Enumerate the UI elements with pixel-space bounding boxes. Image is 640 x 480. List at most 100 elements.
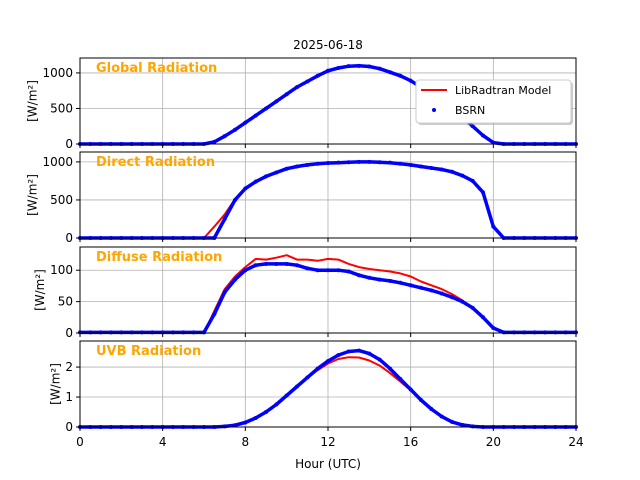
- bsrn-data-point: [450, 169, 454, 174]
- bsrn-data-point: [408, 162, 413, 167]
- bsrn-data-point: [274, 170, 279, 175]
- bsrn-data-point: [553, 330, 558, 335]
- y-tick-label: 50: [58, 295, 73, 309]
- bsrn-data-point: [233, 127, 237, 132]
- bsrn-data-point: [563, 330, 568, 335]
- bsrn-data-point: [398, 280, 403, 285]
- bsrn-data-point: [377, 66, 382, 71]
- bsrn-data-point: [336, 353, 341, 358]
- bsrn-data-point: [264, 174, 268, 179]
- bsrn-data-point: [491, 224, 496, 229]
- bsrn-data-point: [222, 134, 227, 139]
- bsrn-data-point: [419, 398, 423, 403]
- bsrn-data-point: [295, 85, 299, 90]
- bsrn-data-point: [274, 402, 279, 407]
- x-axis-label: Hour (UTC): [295, 457, 361, 471]
- y-axis-label: [W/m²]: [26, 80, 40, 122]
- bsrn-data-point: [284, 393, 289, 398]
- x-tick-label: 20: [486, 435, 501, 449]
- bsrn-data-point: [295, 384, 299, 389]
- bsrn-data-point: [243, 120, 248, 125]
- bsrn-data-point: [253, 263, 258, 268]
- bsrn-data-point: [274, 261, 279, 266]
- bsrn-data-point: [377, 160, 382, 165]
- bsrn-data-point: [522, 330, 527, 335]
- bsrn-data-point: [377, 277, 382, 282]
- bsrn-data-point: [315, 73, 320, 78]
- bsrn-data-point: [367, 275, 372, 280]
- bsrn-data-point: [336, 268, 341, 273]
- bsrn-data-point: [398, 377, 403, 382]
- bsrn-data-point: [408, 78, 413, 83]
- y-tick-label: 2: [65, 360, 73, 374]
- y-tick-label: 0: [65, 231, 73, 245]
- y-axis-label: [W/m²]: [48, 363, 62, 405]
- y-tick-label: 0: [65, 137, 73, 151]
- bsrn-data-point: [439, 167, 444, 172]
- bsrn-data-point: [305, 79, 310, 84]
- bsrn-data-point: [181, 330, 186, 335]
- bsrn-data-point: [501, 330, 506, 335]
- bsrn-data-point: [357, 63, 361, 68]
- y-tick-label: 100: [50, 263, 73, 277]
- bsrn-data-point: [367, 351, 372, 356]
- bsrn-data-point: [264, 106, 268, 111]
- bsrn-data-point: [346, 64, 351, 69]
- bsrn-data-point: [419, 164, 423, 169]
- bsrn-data-point: [119, 330, 124, 335]
- bsrn-data-point: [532, 330, 537, 335]
- bsrn-data-point: [491, 325, 496, 330]
- bsrn-data-point: [253, 113, 258, 118]
- bsrn-data-point: [429, 288, 434, 293]
- x-tick-label: 0: [76, 435, 84, 449]
- bsrn-data-point: [284, 92, 289, 97]
- bsrn-data-point: [202, 330, 206, 335]
- bsrn-data-point: [150, 330, 155, 335]
- y-tick-label: 1: [65, 390, 73, 404]
- legend: LibRadtran Model BSRN: [415, 79, 573, 125]
- bsrn-data-point: [284, 166, 289, 171]
- panel-title: Global Radiation: [96, 61, 217, 76]
- bsrn-data-point: [233, 197, 237, 202]
- bsrn-data-point: [408, 283, 413, 288]
- chart-title: 2025-06-18: [293, 38, 363, 52]
- bsrn-data-point: [305, 375, 310, 380]
- bsrn-data-point: [398, 161, 403, 166]
- bsrn-data-point: [388, 70, 392, 75]
- bsrn-data-point: [439, 414, 444, 419]
- bsrn-data-point: [109, 330, 113, 335]
- bsrn-data-point: [212, 312, 217, 317]
- bsrn-data-point: [315, 366, 320, 371]
- bsrn-data-point: [140, 330, 144, 335]
- bsrn-data-point: [408, 387, 413, 392]
- legend-bsrn-label: BSRN: [455, 104, 485, 117]
- y-tick-label: 500: [50, 101, 73, 115]
- bsrn-data-point: [243, 268, 248, 273]
- bsrn-data-point: [326, 359, 330, 364]
- bsrn-data-point: [336, 65, 341, 70]
- x-tick-label: 12: [320, 435, 335, 449]
- bsrn-data-point: [439, 291, 444, 296]
- bsrn-data-point: [367, 64, 372, 69]
- bsrn-data-point: [357, 348, 361, 353]
- panel-title: Diffuse Radiation: [96, 250, 222, 265]
- bsrn-data-point: [450, 295, 454, 300]
- bsrn-data-point: [305, 266, 310, 271]
- bsrn-data-point: [253, 179, 258, 184]
- bsrn-data-point: [481, 315, 485, 320]
- bsrn-data-point: [171, 330, 175, 335]
- bsrn-data-point: [470, 424, 475, 429]
- panel-title: UVB Radiation: [96, 344, 201, 359]
- x-tick-label: 16: [403, 435, 418, 449]
- bsrn-data-point: [470, 178, 475, 183]
- bsrn-data-point: [481, 190, 485, 195]
- y-tick-label: 0: [65, 326, 73, 340]
- bsrn-data-point: [284, 261, 289, 266]
- legend-box: [415, 79, 572, 124]
- legend-model-label: LibRadtran Model: [455, 84, 551, 97]
- bsrn-data-point: [88, 330, 93, 335]
- bsrn-data-point: [543, 330, 547, 335]
- bsrn-data-point: [264, 410, 268, 415]
- bsrn-data-point: [222, 424, 227, 429]
